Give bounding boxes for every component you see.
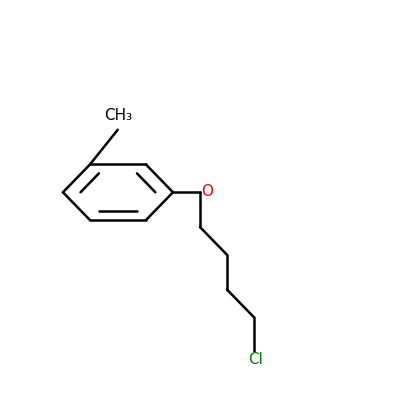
Text: CH₃: CH₃ xyxy=(104,108,132,122)
Text: Cl: Cl xyxy=(248,352,264,367)
Text: O: O xyxy=(201,184,213,199)
